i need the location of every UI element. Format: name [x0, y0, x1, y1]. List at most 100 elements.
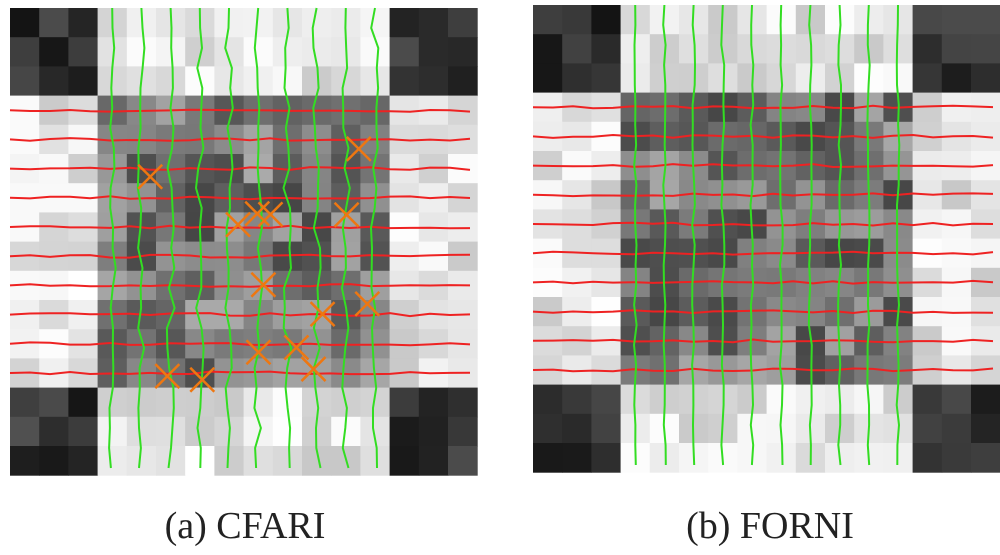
pixel [10, 8, 40, 38]
pixel [10, 417, 40, 447]
pixel [39, 66, 69, 96]
pixel [533, 443, 563, 473]
page: (a) CFARI (b) FORNI (() => { const data … [0, 0, 1000, 555]
pixel [419, 417, 449, 447]
pixel [360, 8, 390, 38]
figure: (a) CFARI (b) FORNI [0, 0, 1000, 555]
pixel [533, 414, 563, 444]
pixel [448, 242, 478, 272]
pixel [591, 385, 621, 415]
pixel [10, 37, 40, 67]
pixel [533, 385, 563, 415]
pixel [591, 63, 621, 93]
pixel [244, 446, 274, 476]
caption: (b) FORNI [686, 505, 854, 547]
pixel [419, 8, 449, 38]
pixel [39, 388, 69, 418]
pixel [971, 443, 1000, 473]
pixel [10, 66, 40, 96]
pixel [273, 417, 303, 447]
pixel [39, 417, 69, 447]
pixel [360, 66, 390, 96]
pixel [244, 37, 274, 67]
pixel [533, 5, 563, 35]
pixel [39, 37, 69, 67]
pixel [68, 37, 98, 67]
pixel [448, 388, 478, 418]
pixel [971, 63, 1000, 93]
pixel [971, 385, 1000, 415]
pixel [127, 417, 157, 447]
pixel [273, 446, 303, 476]
pixel [419, 66, 449, 96]
pixel [913, 63, 943, 93]
pixel [913, 414, 943, 444]
pixel [156, 66, 186, 96]
pixel [591, 5, 621, 35]
pixel [214, 388, 244, 418]
pixel [390, 37, 420, 67]
pixel [68, 8, 98, 38]
pixel [302, 8, 332, 38]
pixel [942, 180, 972, 210]
pixel [913, 34, 943, 64]
pixel [68, 446, 98, 476]
pixel [390, 388, 420, 418]
pixel [273, 242, 303, 272]
pixel [591, 34, 621, 64]
pixel [419, 446, 449, 476]
pixel [562, 414, 592, 444]
panel-b-image [533, 5, 1000, 473]
pixel [448, 66, 478, 96]
pixel [971, 414, 1000, 444]
pixel [39, 300, 69, 330]
pixel [448, 446, 478, 476]
pixel [591, 443, 621, 473]
pixel [10, 388, 40, 418]
panel-a-image [10, 8, 478, 476]
pixel [448, 37, 478, 67]
pixel [39, 8, 69, 38]
pixel [562, 385, 592, 415]
pixel [390, 8, 420, 38]
pixel [448, 417, 478, 447]
pixel [533, 34, 563, 64]
pixel [448, 8, 478, 38]
pixel [913, 385, 943, 415]
pixel [942, 443, 972, 473]
pixel [39, 446, 69, 476]
pixel [10, 446, 40, 476]
pixel [562, 63, 592, 93]
pixel [562, 34, 592, 64]
pixel [390, 446, 420, 476]
pixel [156, 388, 186, 418]
pixel [360, 446, 390, 476]
pixel [68, 417, 98, 447]
pixel [971, 180, 1000, 210]
pixel [390, 417, 420, 447]
pixel [971, 5, 1000, 35]
pixel [942, 5, 972, 35]
pixel [127, 388, 157, 418]
pixel [390, 183, 420, 213]
pixel [533, 63, 563, 93]
pixel [942, 63, 972, 93]
pixel [971, 34, 1000, 64]
pixel [244, 388, 274, 418]
pixel [419, 37, 449, 67]
pixel [68, 388, 98, 418]
pixel [591, 414, 621, 444]
pixel [273, 66, 303, 96]
pixel [942, 34, 972, 64]
pixel [214, 66, 244, 96]
pixel [273, 37, 303, 67]
pixel [942, 93, 972, 123]
caption: (a) CFARI [165, 505, 326, 547]
pixel [419, 388, 449, 418]
pixel [98, 446, 128, 476]
pixel [942, 385, 972, 415]
pixel [68, 66, 98, 96]
pixel [127, 37, 157, 67]
pixel [913, 443, 943, 473]
pixel [98, 417, 128, 447]
